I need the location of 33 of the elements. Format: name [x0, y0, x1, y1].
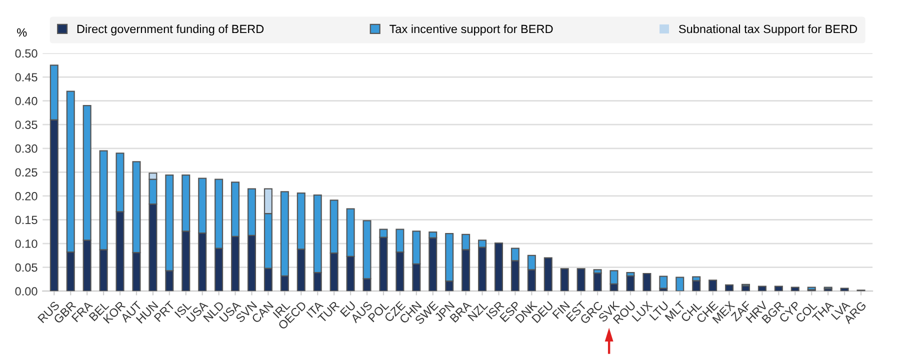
- bar: [544, 257, 552, 292]
- y-tick-label: 0.35: [15, 120, 38, 129]
- bar: [494, 242, 504, 292]
- bar: [840, 288, 849, 292]
- bar: [692, 280, 701, 292]
- bar: [774, 286, 783, 292]
- y-tick-label: 0.45: [15, 73, 38, 82]
- bar: [642, 272, 652, 292]
- bar: [758, 286, 766, 292]
- legend-label: Tax incentive support for BERD: [390, 24, 553, 36]
- x-tick-label: EU: [340, 301, 356, 318]
- bar: [593, 272, 602, 292]
- bar: [576, 268, 586, 292]
- y-tick-label: 0.00: [15, 287, 38, 296]
- bar: [659, 276, 668, 289]
- bar: [708, 280, 718, 292]
- bar: [807, 286, 816, 290]
- y-tick-label: 0.05: [15, 263, 38, 272]
- bar: [560, 268, 569, 292]
- legend-label: Direct government funding of BERD: [77, 24, 264, 36]
- y-axis-title: %: [17, 28, 27, 37]
- y-tick-label: 0.40: [15, 96, 38, 106]
- legend-label: Subnational tax Support for BERD: [678, 24, 858, 36]
- y-tick-label: 0.10: [15, 240, 38, 248]
- bar: [790, 286, 800, 292]
- y-tick-label: 0.25: [15, 168, 38, 177]
- bar: [626, 275, 635, 292]
- y-tick-label: 0.50: [15, 49, 38, 58]
- y-tick-label: 0.20: [15, 192, 38, 200]
- bar: [725, 284, 734, 292]
- bar: [676, 276, 684, 292]
- y-tick-label: 0.15: [15, 216, 38, 224]
- y-tick-label: 0.30: [15, 144, 38, 153]
